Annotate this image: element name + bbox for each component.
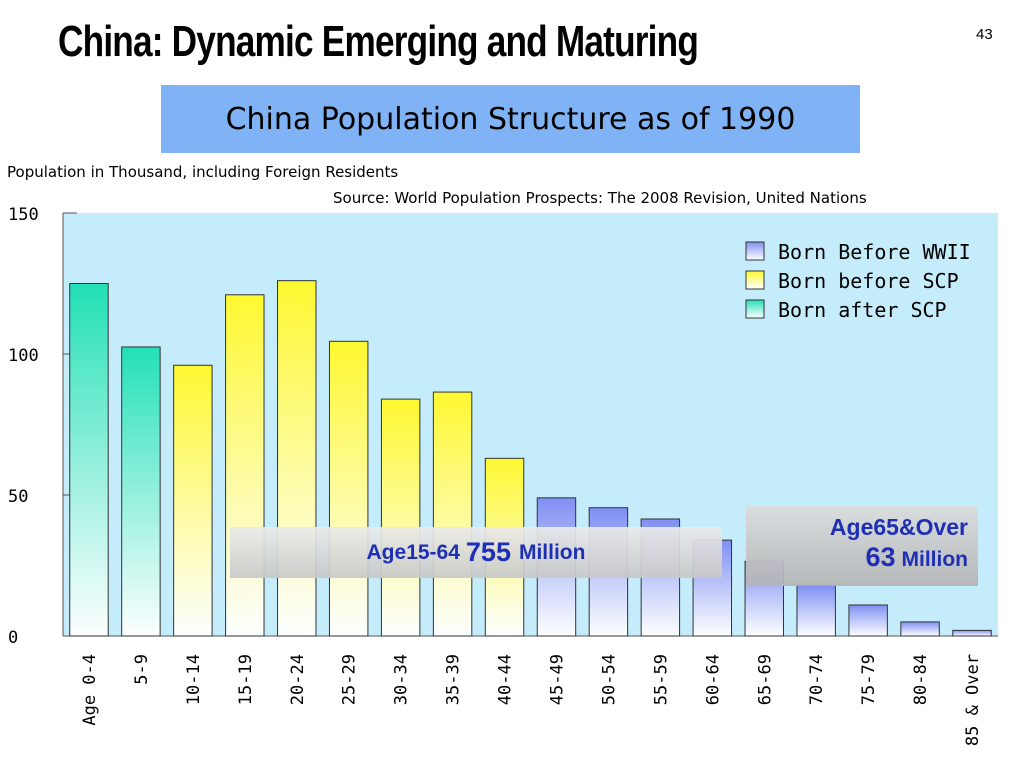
x-tick-label: 20-24 <box>288 654 308 705</box>
elderly-label: Age65&Over <box>829 514 968 540</box>
y-tick-label: 100 <box>8 346 39 366</box>
chart-title-banner: China Population Structure as of 1990 <box>161 85 860 153</box>
x-tick-label: 25-29 <box>340 654 360 705</box>
bar-15-19 <box>225 294 265 637</box>
working-age-value: 755 <box>465 537 511 567</box>
legend-swatch <box>745 270 765 290</box>
working-age-label: Age15-64 <box>366 540 460 564</box>
elderly-callout: Age65&Over 63 Million <box>746 506 978 586</box>
x-tick-label: 85 & Over <box>963 654 983 746</box>
bar-35-39 <box>432 391 473 637</box>
y-tick-label: 150 <box>8 205 39 225</box>
legend-swatch <box>745 241 765 261</box>
y-tick-label: 50 <box>8 487 28 507</box>
bar-70-74 <box>796 584 836 637</box>
bar-30-34 <box>380 398 421 637</box>
chart-title: China Population Structure as of 1990 <box>225 101 796 137</box>
x-tick-label: 70-74 <box>807 654 827 705</box>
x-tick-label: 15-19 <box>236 654 256 705</box>
legend-swatch <box>745 299 765 319</box>
slide-title: China: Dynamic Emerging and Maturing <box>58 17 699 66</box>
x-tick-label: 55-59 <box>651 654 671 705</box>
source-note: Source: World Population Prospects: The … <box>333 189 867 207</box>
x-tick-label: 35-39 <box>444 654 464 705</box>
elderly-value: 63 <box>865 542 896 572</box>
bar-75-79 <box>848 604 888 637</box>
working-age-callout: Age15-64 755 Million <box>230 527 722 578</box>
x-tick-label: Age 0-4 <box>80 654 100 726</box>
legend-label: Born before SCP <box>778 269 959 293</box>
bar-25-29 <box>328 340 369 637</box>
bar-80-84 <box>900 621 940 637</box>
legend-label: Born after SCP <box>778 298 947 322</box>
x-tick-label: 65-69 <box>755 654 775 705</box>
legend-label: Born Before WWII <box>778 240 971 264</box>
bar-10-14 <box>173 364 213 637</box>
x-tick-label: 30-34 <box>392 654 412 705</box>
page-number: 43 <box>976 26 993 43</box>
x-tick-label: 5-9 <box>132 654 152 685</box>
x-tick-label: 10-14 <box>184 654 204 705</box>
working-age-unit: Million <box>518 540 586 564</box>
bar-20-24 <box>277 280 317 637</box>
y-tick-label: 0 <box>8 628 18 648</box>
x-tick-label: 80-84 <box>911 654 931 705</box>
bar-5-9 <box>121 346 161 637</box>
bar-85-over <box>952 629 992 637</box>
y-axis-caption: Population in Thousand, including Foreig… <box>7 163 399 181</box>
x-tick-label: 60-64 <box>703 654 723 705</box>
elderly-unit: Million <box>901 548 969 571</box>
bar-age-0-4 <box>69 283 109 637</box>
x-tick-label: 40-44 <box>496 654 516 705</box>
x-tick-label: 50-54 <box>599 654 619 705</box>
x-tick-label: 75-79 <box>859 654 879 705</box>
x-tick-label: 45-49 <box>547 654 567 705</box>
